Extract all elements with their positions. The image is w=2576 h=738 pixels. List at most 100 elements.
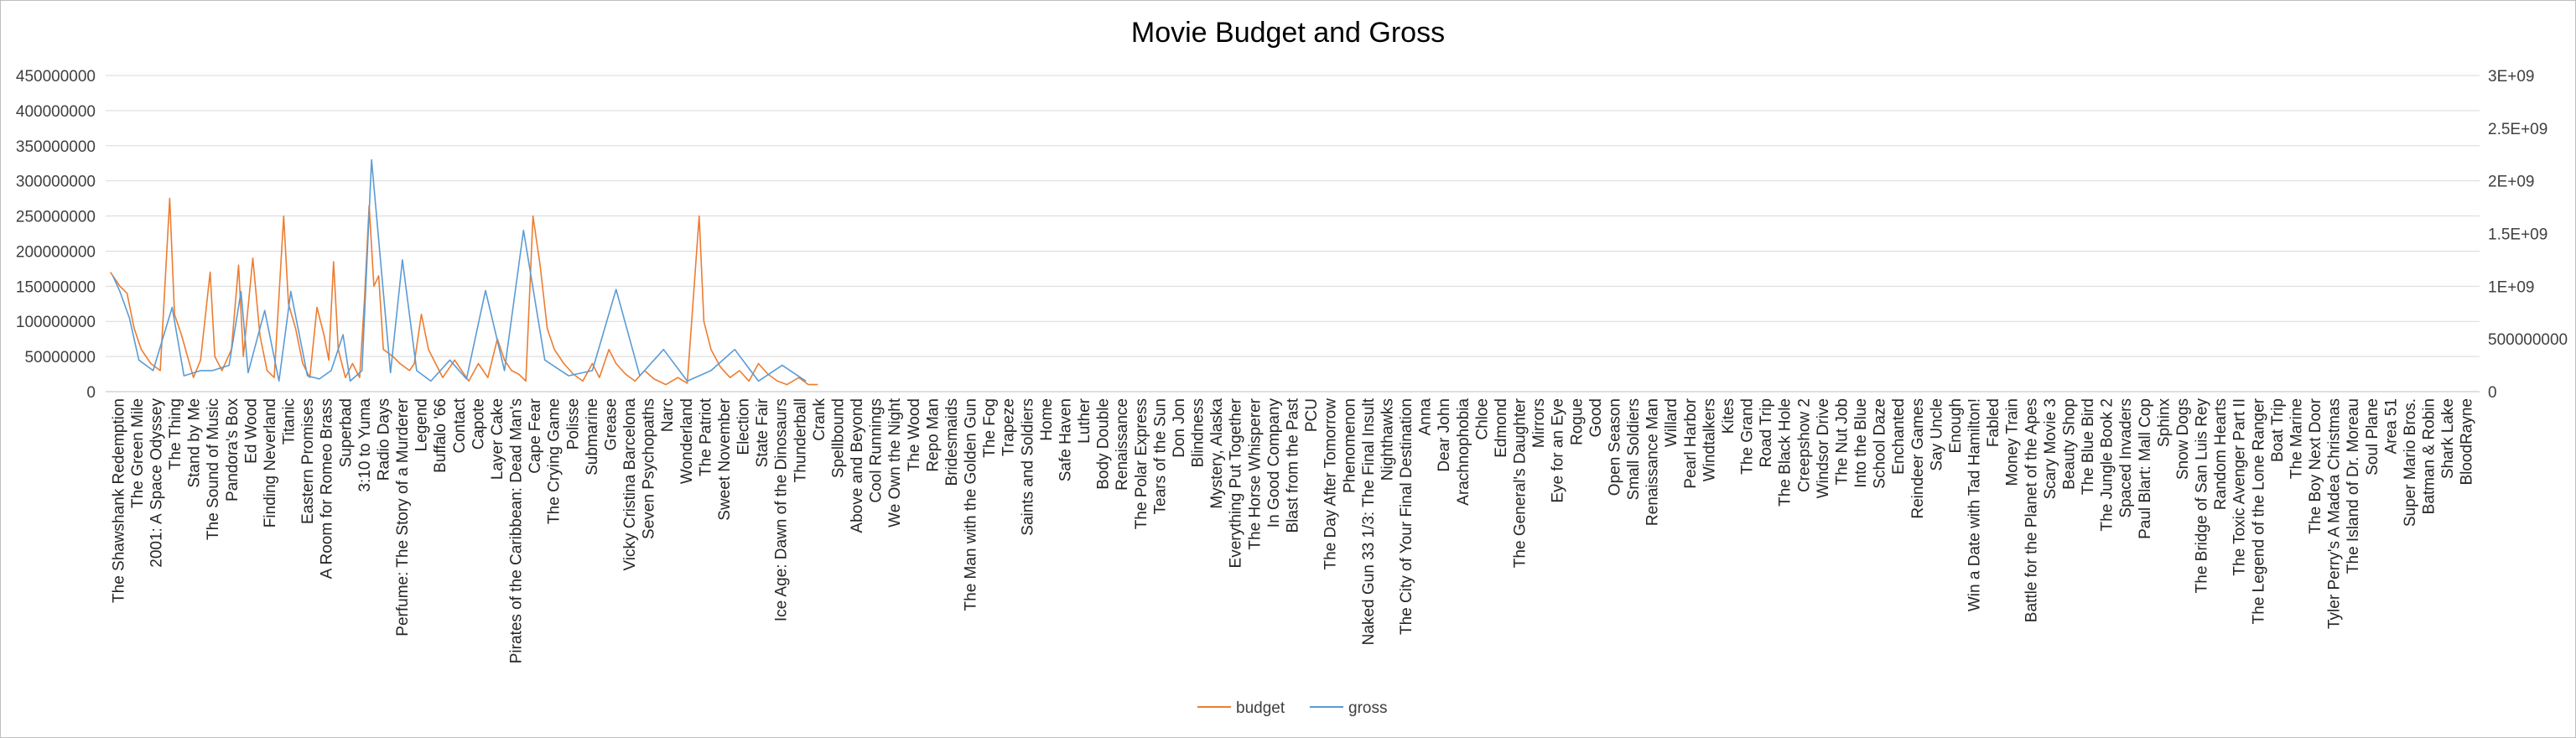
x-axis-labels: The Shawshank Redemption The Green Mile 20… xyxy=(110,398,2475,663)
legend-gross-label: gross xyxy=(1348,699,1387,717)
x-tick-label: The Island of Dr. Moreau xyxy=(2345,398,2362,574)
x-tick-label: Grease xyxy=(602,398,620,450)
x-tick-label: Everything Put Together xyxy=(1228,398,1245,568)
x-tick-label: The Legend of the Lone Ranger xyxy=(2250,398,2267,624)
x-tick-label: 2001: A Space Odyssey xyxy=(148,398,165,568)
x-tick-label: Into the Blue xyxy=(1852,398,1870,488)
x-tick-label: Radio Days xyxy=(375,398,392,481)
x-tick-label: Spellbound xyxy=(829,398,847,478)
x-tick-label: Chloe xyxy=(1473,398,1491,440)
x-tick-label: Good xyxy=(1587,398,1605,437)
x-tick-label: Fabled xyxy=(1985,398,2002,447)
x-tick-label: Renaissance Man xyxy=(1644,398,1662,526)
x-tick-label: The Nut Job xyxy=(1833,398,1851,486)
legend: budget gross xyxy=(1197,699,1387,717)
x-tick-label: Soul Plane xyxy=(2364,398,2381,476)
x-tick-label: The Fog xyxy=(981,398,999,458)
x-tick-label: Random Hearts xyxy=(2212,398,2230,510)
x-tick-label: Above and Beyond xyxy=(849,398,866,533)
y-right-tick-label: 500000000 xyxy=(2488,331,2568,349)
x-tick-label: Enough xyxy=(1947,398,1965,454)
x-tick-label: Vicky Cristina Barcelona xyxy=(621,398,639,571)
x-tick-label: Eye for an Eye xyxy=(1550,398,1567,503)
y-right-tick-label: 1E+09 xyxy=(2488,278,2534,296)
x-tick-label: Don Jon xyxy=(1171,398,1188,458)
x-tick-label: Arachnophobia xyxy=(1455,398,1472,506)
legend-budget-label: budget xyxy=(1236,699,1285,717)
x-tick-label: Tears of the Sun xyxy=(1151,398,1169,514)
x-tick-label: Polisse xyxy=(564,398,582,450)
x-tick-label: The Shawshank Redemption xyxy=(110,398,127,603)
y-left-tick-label: 100000000 xyxy=(16,314,96,331)
x-tick-label: Perfume: The Story of a Murderer xyxy=(394,398,412,636)
x-tick-label: Mirrors xyxy=(1530,398,1548,448)
x-tick-label: The Thing xyxy=(167,398,184,470)
x-tick-label: Naked Gun 33 1/3: The Final Insult xyxy=(1360,398,1378,645)
y-left-tick-label: 200000000 xyxy=(16,243,96,261)
x-tick-label: The Crying Game xyxy=(546,398,564,524)
x-tick-label: Stand by Me xyxy=(186,398,204,488)
x-tick-label: Eastern Promises xyxy=(299,398,317,524)
x-tick-label: Narc xyxy=(659,398,677,432)
x-tick-label: Willard xyxy=(1663,398,1680,447)
x-tick-label: Snow Dogs xyxy=(2174,398,2192,480)
x-tick-label: Bridesmaids xyxy=(943,398,961,486)
x-tick-label: BloodRayne xyxy=(2459,398,2476,486)
x-tick-label: Contact xyxy=(451,398,469,453)
x-tick-label: Small Soldiers xyxy=(1625,398,1643,500)
x-tick-label: Cool Runnings xyxy=(868,398,886,503)
x-tick-label: Thunderball xyxy=(792,398,809,482)
x-tick-label: Buffalo '66 xyxy=(432,398,449,473)
x-tick-label: The Jungle Book 2 xyxy=(2099,398,2116,531)
y-axis-right: 0 500000000 1E+09 1.5E+09 2E+09 2.5E+09 3E+09 xyxy=(2488,68,2568,402)
x-tick-label: Body Double xyxy=(1095,398,1113,490)
x-tick-label: Scary Movie 3 xyxy=(2042,398,2059,499)
x-tick-label: The Day After Tomorrow xyxy=(1322,398,1340,570)
x-tick-label: Batman & Robin xyxy=(2421,398,2438,514)
x-tick-label: The Horse Whisperer xyxy=(1246,398,1264,549)
x-tick-label: Seven Psychopaths xyxy=(641,398,658,539)
chart-title: Movie Budget and Gross xyxy=(1131,17,1445,49)
x-tick-label: The City of Your Final Destination xyxy=(1398,398,1415,635)
x-tick-label: Blindness xyxy=(1190,398,1208,467)
y-right-tick-label: 3E+09 xyxy=(2488,68,2534,86)
x-tick-label: Crank xyxy=(811,398,828,441)
x-tick-label: Creepshow 2 xyxy=(1795,398,1813,492)
x-tick-label: The Wood xyxy=(906,398,923,471)
x-tick-label: Area 51 xyxy=(2382,398,2400,455)
x-tick-label: Home xyxy=(1038,398,1056,441)
x-tick-label: Nighthawks xyxy=(1379,398,1396,481)
series-line-budget xyxy=(110,197,818,386)
x-tick-label: Ice Age: Dawn of the Dinosaurs xyxy=(773,398,791,621)
x-tick-label: Pearl Harbor xyxy=(1682,398,1700,488)
x-tick-label: Edmond xyxy=(1493,398,1510,458)
x-tick-label: Trapeze xyxy=(1000,398,1018,456)
y-left-tick-label: 150000000 xyxy=(16,278,96,296)
x-tick-label: Dear John xyxy=(1436,398,1453,472)
x-tick-label: Spaced Invaders xyxy=(2117,398,2135,518)
x-tick-label: Anna xyxy=(1417,398,1435,436)
x-tick-label: The Boy Next Door xyxy=(2307,398,2324,533)
series-layer xyxy=(110,159,818,386)
y-left-tick-label: 250000000 xyxy=(16,209,96,226)
x-tick-label: Sphinx xyxy=(2155,398,2173,448)
x-tick-label: Repo Man xyxy=(924,398,942,472)
x-tick-label: State Fair xyxy=(754,398,771,467)
y-left-tick-label: 350000000 xyxy=(16,138,96,156)
y-right-tick-label: 0 xyxy=(2488,384,2497,402)
x-tick-label: Boat Trip xyxy=(2269,398,2287,462)
x-tick-label: Sweet November xyxy=(716,398,734,520)
y-left-tick-label: 0 xyxy=(86,384,96,402)
x-tick-label: Luther xyxy=(1076,398,1093,444)
x-tick-label: We Own the Night xyxy=(886,398,904,528)
y-left-tick-label: 450000000 xyxy=(16,68,96,86)
x-tick-label: Enchanted xyxy=(1890,398,1908,475)
x-tick-label: The Grand xyxy=(1739,398,1757,475)
gridlines xyxy=(106,75,2480,357)
y-axis-left: 0 50000000 100000000 150000000 200000000 2500… xyxy=(16,68,96,402)
x-tick-label: Renaissance xyxy=(1114,398,1131,491)
x-tick-label: Kites xyxy=(1720,398,1737,434)
x-tick-label: Windtalkers xyxy=(1701,398,1718,481)
x-tick-label: Reindeer Games xyxy=(1909,398,1927,519)
